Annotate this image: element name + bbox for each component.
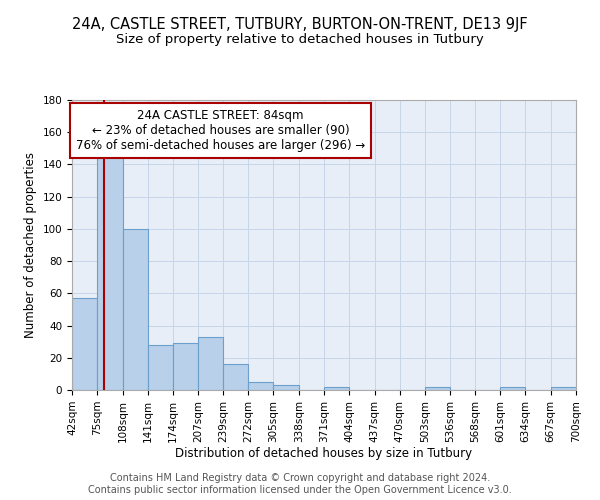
- Bar: [199, 337, 223, 390]
- Bar: [551, 387, 576, 390]
- Bar: [97, 156, 122, 390]
- Bar: [248, 382, 274, 390]
- Text: 24A, CASTLE STREET, TUTBURY, BURTON-ON-TRENT, DE13 9JF: 24A, CASTLE STREET, TUTBURY, BURTON-ON-T…: [72, 18, 528, 32]
- Bar: [72, 298, 97, 390]
- Text: Contains HM Land Registry data © Crown copyright and database right 2024.
Contai: Contains HM Land Registry data © Crown c…: [88, 474, 512, 495]
- Bar: [173, 344, 199, 390]
- Y-axis label: Number of detached properties: Number of detached properties: [24, 152, 37, 338]
- Bar: [500, 387, 526, 390]
- Text: Size of property relative to detached houses in Tutbury: Size of property relative to detached ho…: [116, 32, 484, 46]
- Bar: [223, 364, 248, 390]
- X-axis label: Distribution of detached houses by size in Tutbury: Distribution of detached houses by size …: [175, 448, 473, 460]
- Text: 24A CASTLE STREET: 84sqm
← 23% of detached houses are smaller (90)
76% of semi-d: 24A CASTLE STREET: 84sqm ← 23% of detach…: [76, 108, 365, 152]
- Bar: [274, 385, 299, 390]
- Bar: [324, 387, 349, 390]
- Bar: [425, 387, 451, 390]
- Bar: [122, 229, 148, 390]
- Bar: [148, 345, 173, 390]
